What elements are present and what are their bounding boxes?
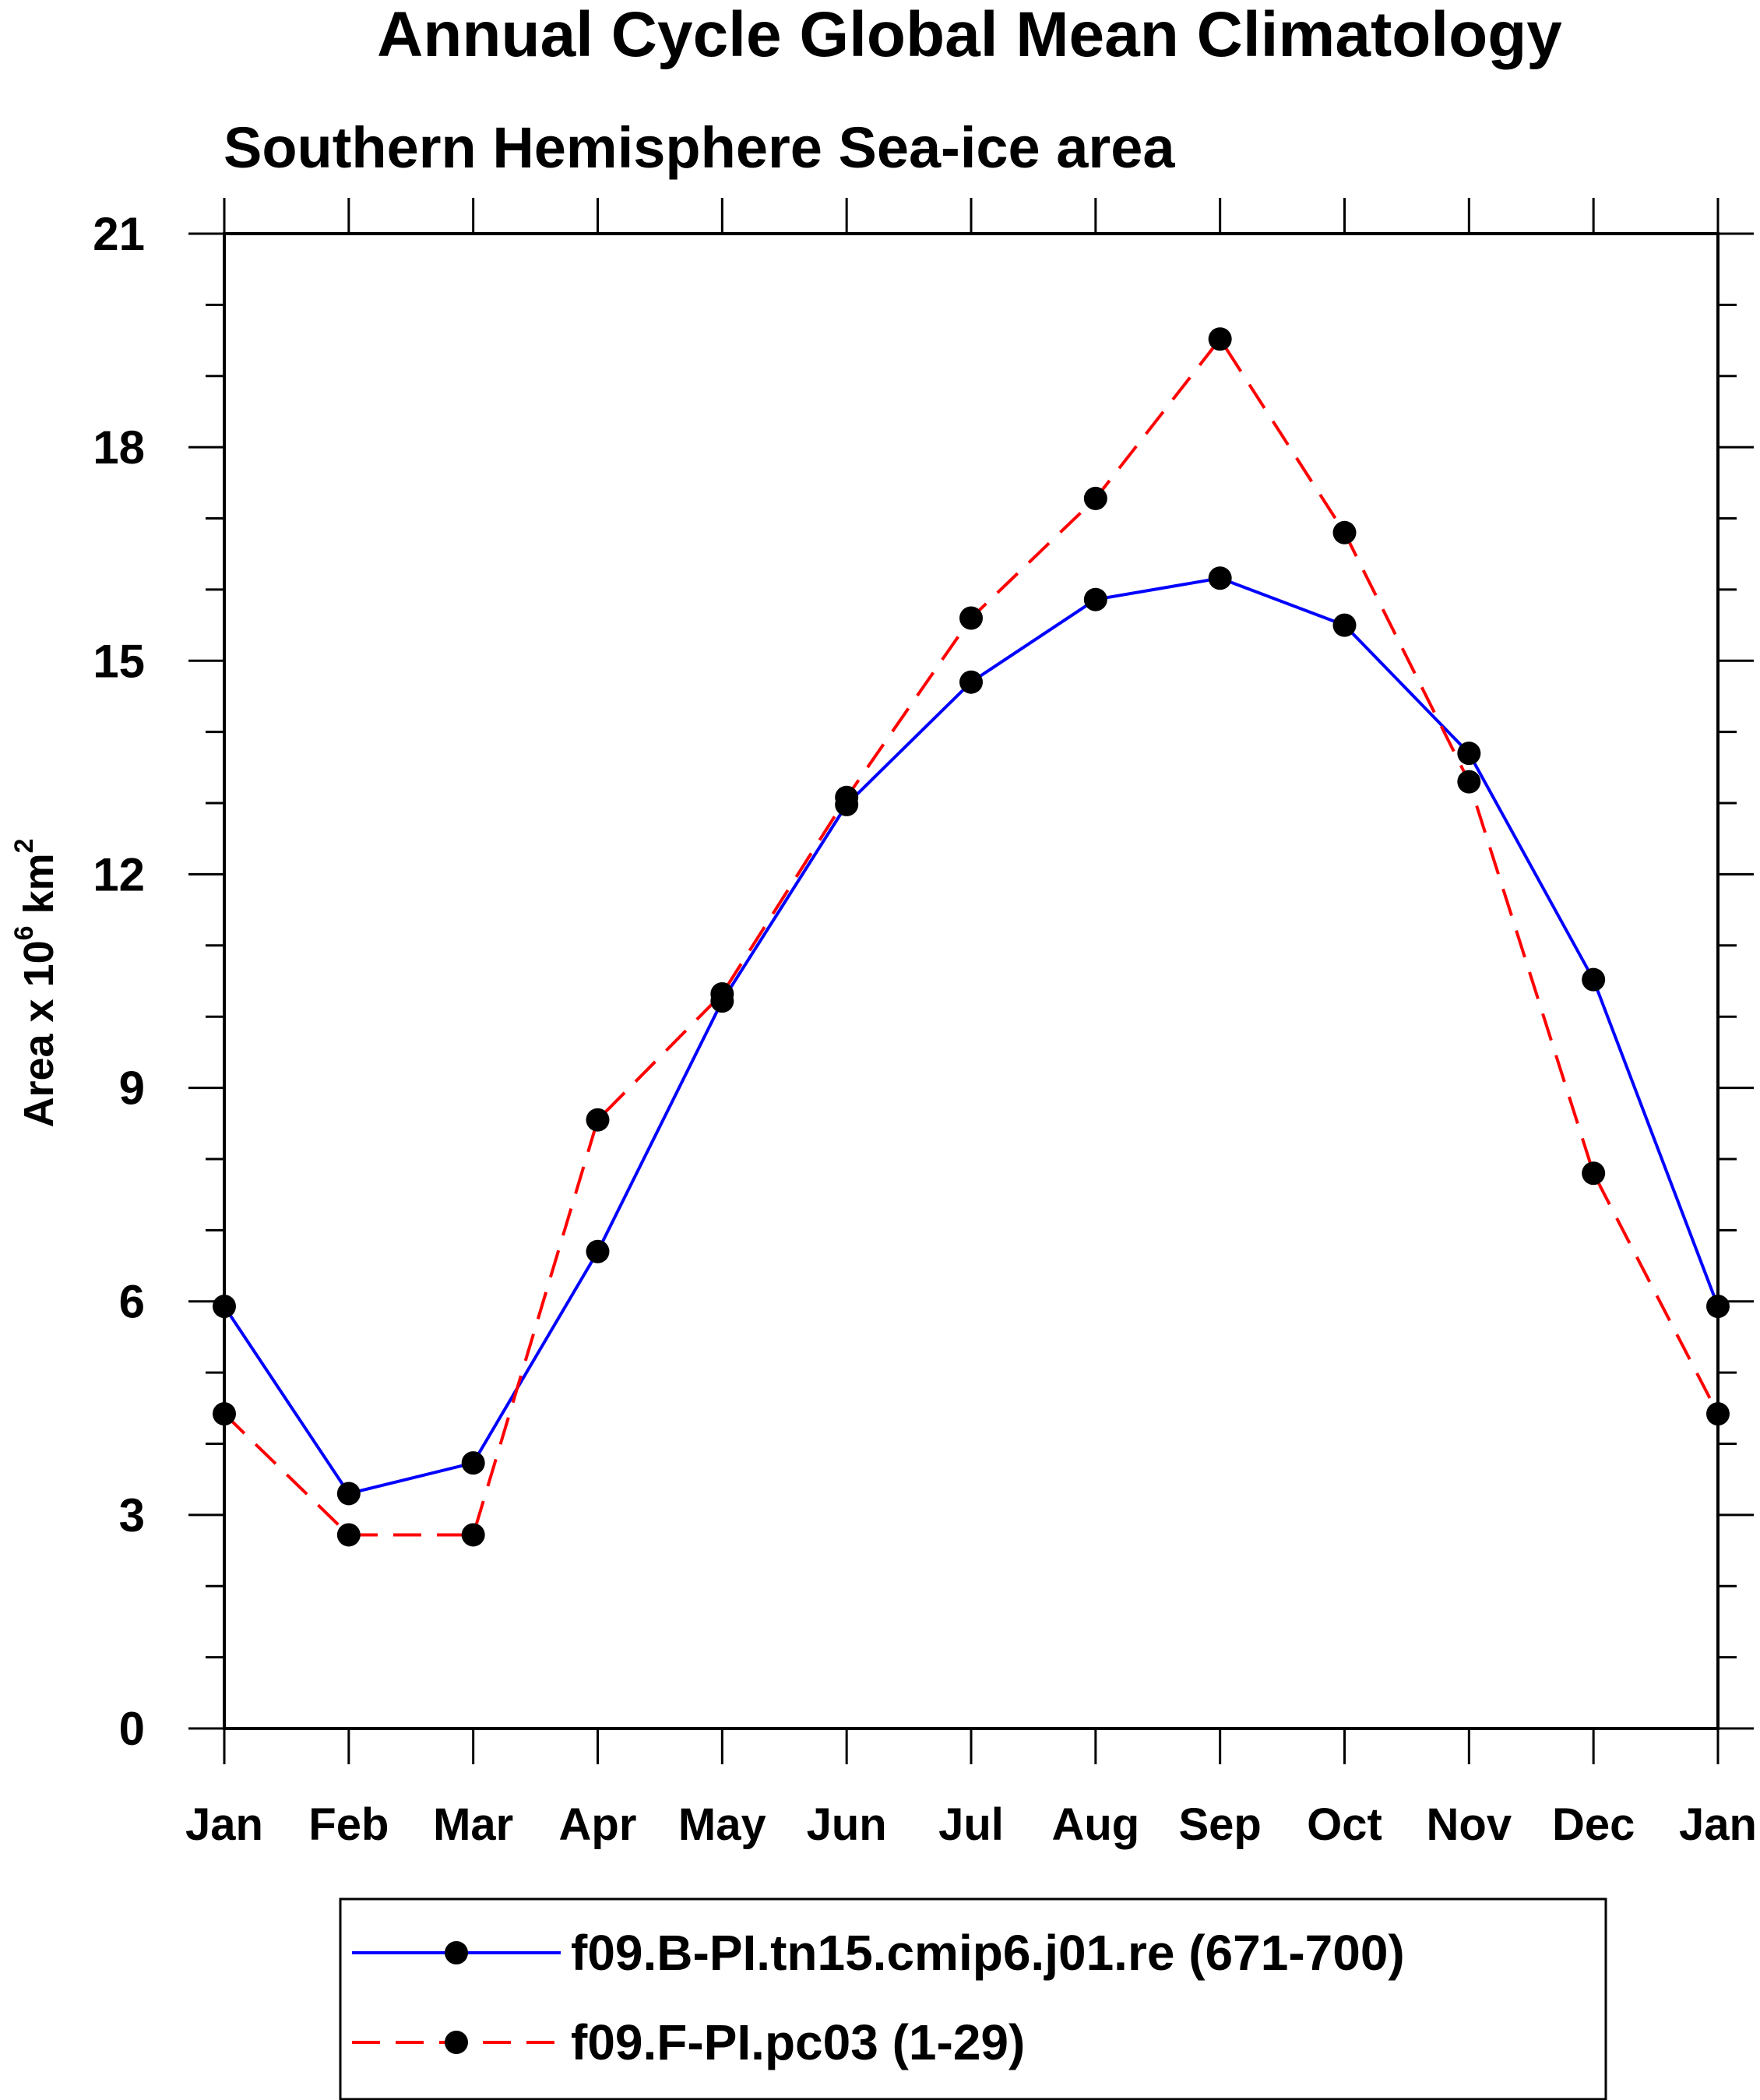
series-2-point xyxy=(710,981,734,1006)
y-tick-label: 6 xyxy=(119,1276,145,1328)
x-tick-label: Feb xyxy=(308,1799,389,1850)
x-tick-label: Jun xyxy=(807,1799,887,1850)
series-1-point xyxy=(213,1295,236,1319)
x-tick-labels: Jan Feb Mar Apr May Jun Jul Aug Sep Oct Nov Dec Jan xyxy=(185,1799,1757,1850)
series-1-point xyxy=(1582,967,1606,992)
x-tick-label: Apr xyxy=(559,1799,637,1850)
series-2-point xyxy=(1706,1402,1730,1426)
x-tick-label: Mar xyxy=(433,1799,513,1850)
series-2-point xyxy=(1083,486,1107,510)
series-1-point xyxy=(586,1239,610,1263)
legend-marker-1 xyxy=(445,1941,468,1964)
x-tick-label: Jul xyxy=(938,1799,1004,1850)
legend-marker-2 xyxy=(445,2031,468,2054)
y-axis-label: Area x 106 km2 xyxy=(9,838,62,1127)
x-tick-label: Sep xyxy=(1178,1799,1261,1850)
y-tick-label: 18 xyxy=(93,421,145,474)
svg-text:Area x 106 km2: Area x 106 km2 xyxy=(9,838,62,1127)
legend: f09.B-PI.tn15.cmip6.j01.re (671-700) f09.… xyxy=(352,1925,1405,2070)
legend-label-2: f09.F-PI.pc03 (1-29) xyxy=(571,2014,1025,2070)
plot-frame xyxy=(223,232,1720,1730)
series-1-point xyxy=(1706,1295,1730,1319)
y-tick-label: 9 xyxy=(119,1062,145,1115)
series-1-point xyxy=(959,670,983,694)
series-1-point xyxy=(461,1451,485,1475)
x-tick-label: Dec xyxy=(1552,1799,1635,1850)
y-tick-label: 3 xyxy=(119,1489,145,1542)
y-tick-label: 0 xyxy=(119,1703,145,1755)
series-2-point xyxy=(336,1523,361,1547)
y-axis-label-base: Area x 10 xyxy=(16,940,62,1127)
y-tick-label: 12 xyxy=(93,848,145,900)
y-axis-label-unit: km xyxy=(16,853,62,925)
y-axis-label-exp2: 2 xyxy=(9,838,39,853)
y-tick-label: 15 xyxy=(93,635,145,687)
series-1-point xyxy=(336,1482,361,1506)
series-2-point xyxy=(1208,327,1232,351)
y-axis-label-exp1: 6 xyxy=(9,925,39,940)
series-1-point xyxy=(1332,613,1357,637)
series-line-2 xyxy=(223,336,1720,1537)
legend-box xyxy=(339,1897,1607,2100)
series-2-point xyxy=(461,1523,485,1547)
axis-ticks xyxy=(188,198,1754,1764)
data-series xyxy=(213,327,1730,1547)
x-tick-label: Nov xyxy=(1427,1799,1512,1850)
series-2-point xyxy=(586,1108,610,1132)
series-2-point xyxy=(835,785,859,809)
x-tick-label: Aug xyxy=(1051,1799,1139,1850)
series-1-point xyxy=(1208,566,1232,590)
x-tick-label: Oct xyxy=(1307,1799,1382,1850)
series-2-point xyxy=(213,1402,236,1426)
series-1-point xyxy=(1457,742,1481,766)
series-2-point xyxy=(1582,1161,1606,1186)
series-2-point xyxy=(959,606,983,630)
x-tick-label: May xyxy=(678,1799,766,1850)
chart-subtitle: Southern Hemisphere Sea-ice area xyxy=(224,115,1175,180)
x-tick-label: Jan xyxy=(1679,1799,1757,1850)
chart-title: Annual Cycle Global Mean Climatology xyxy=(377,0,1562,70)
series-1-point xyxy=(1083,587,1107,611)
y-tick-label: 21 xyxy=(93,208,145,260)
series-2-point xyxy=(1457,770,1481,794)
legend-label-1: f09.B-PI.tn15.cmip6.j01.re (671-700) xyxy=(571,1925,1405,1981)
x-tick-label: Jan xyxy=(185,1799,263,1850)
series-2-point xyxy=(1332,520,1357,544)
y-tick-labels: 0 3 6 9 12 15 18 21 xyxy=(93,208,145,1755)
series-line-1 xyxy=(223,576,1720,1496)
